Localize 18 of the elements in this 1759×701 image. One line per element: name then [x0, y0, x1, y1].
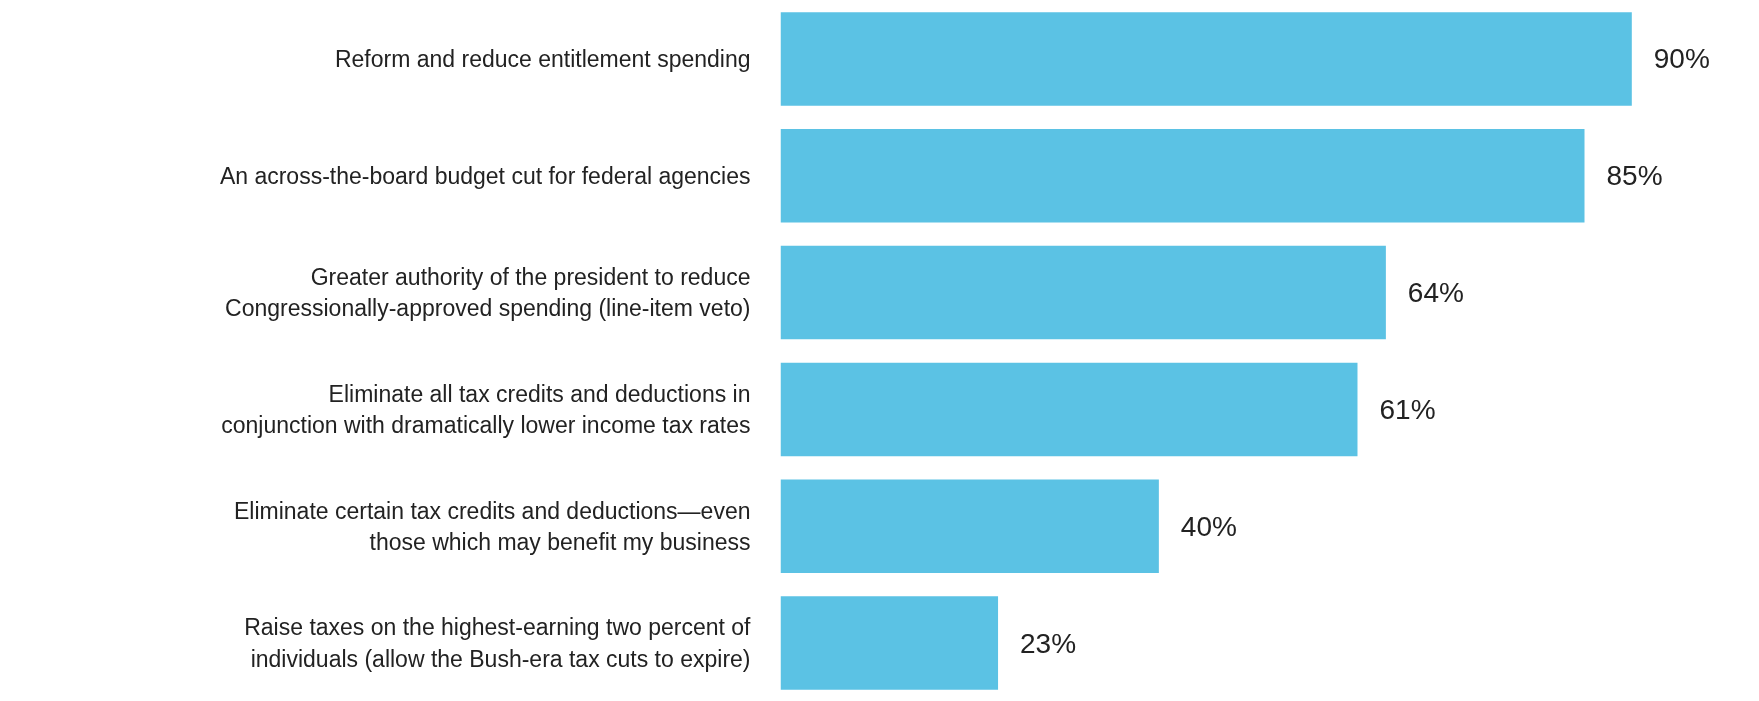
y-tick-label: Greater authority of the president to reduce Congressionally-approved spending (line-item veto)	[225, 263, 751, 322]
data-label: 85%	[1606, 160, 1663, 192]
y-tick-label: An across-the-board budget cut for federal agencies	[219, 162, 751, 189]
bar	[780, 129, 1585, 223]
data-label: 23%	[1020, 627, 1077, 659]
data-label: 90%	[1653, 43, 1710, 75]
data-label: 64%	[1407, 277, 1464, 309]
y-tick-label: Reform and reduce entitlement spending	[334, 45, 751, 72]
bar	[780, 12, 1632, 106]
data-label: 40%	[1180, 510, 1237, 542]
data-label: 61%	[1379, 393, 1436, 425]
bar	[780, 596, 999, 690]
y-tick-label: Eliminate certain tax credits and deductions—even those which may benefit my business	[234, 497, 751, 555]
bar	[780, 362, 1358, 457]
y-tick-label: Raise taxes on the highest-earning two percent of individuals (allow the Bush-era tax cuts to expire)	[244, 614, 752, 672]
bar	[780, 479, 1159, 573]
bar	[780, 245, 1386, 340]
y-tick-label: Eliminate all tax credits and deductions in conjunction with dramatically lower income tax rates	[221, 380, 751, 439]
